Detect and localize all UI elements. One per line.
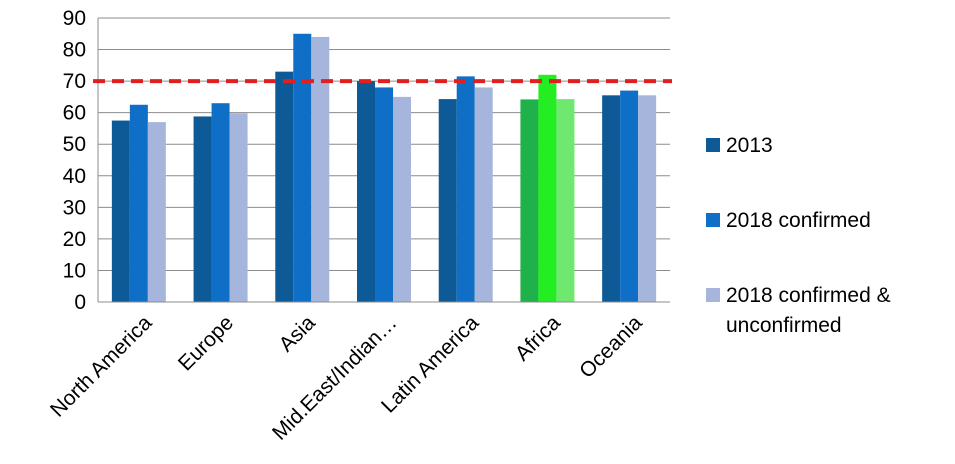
bar-asia-2018-confirmed [293,33,312,303]
y-tick-label: 10 [63,259,86,282]
legend-label: 2018 confirmed [726,209,871,232]
y-tick-label: 20 [63,228,86,251]
bar-asia-2018-confirmed-unconfirmed [311,36,330,302]
y-tick-label: 40 [63,165,86,188]
y-tick-labels: 0 10 20 30 40 50 60 70 80 90 [63,7,86,314]
bar-oceania-2013 [602,95,621,302]
bar-latin-america-2018-confirmed [456,76,475,302]
bar-mid-east-indian-2018-confirmed [375,87,393,302]
y-tick-label: 80 [63,39,86,62]
bar-europe-2013 [193,116,212,302]
axis-lines [97,18,670,303]
bar-oceania-2018-confirmed [620,90,639,302]
y-tick-label: 50 [63,133,86,156]
bar-europe-2018-confirmed [211,103,230,302]
bar-africa-2018-confirmed-unconfirmed [556,99,575,302]
legend-label: unconfirmed [726,314,842,337]
x-tick-label: Europe [174,311,238,375]
bar-mid-east-indian-2013 [357,81,375,302]
legend-swatch-2018-confirmed [706,213,720,227]
x-tick-label: North America [46,311,157,422]
bars-group [111,33,657,303]
bar-asia-2013 [275,71,294,303]
bar-mid-east-indian-2018-confirmed-unconfirmed [393,96,411,302]
legend-swatch-2018-confirmed-unconfirmed [706,288,720,302]
x-tick-label: Africa [511,311,565,365]
legend-label: 2018 confirmed & [726,284,891,307]
bar-africa-2013 [520,99,539,302]
legend-label: 2013 [726,134,773,157]
bar-africa-2018-confirmed [538,74,557,302]
bar-latin-america-2018-confirmed-unconfirmed [474,87,493,302]
y-tick-label: 30 [63,196,86,219]
x-tick-label: Asia [275,311,320,356]
y-tick-label: 70 [63,70,86,93]
legend-swatch-2013 [706,138,720,152]
x-tick-labels: North America Europe AsiaMid.East/Indian…L… [46,311,647,445]
y-tick-label: 0 [74,291,86,314]
bar-europe-2018-confirmed-unconfirmed [229,113,248,302]
bar-north-america-2018-confirmed-unconfirmed [147,122,166,302]
bar-latin-america-2013 [438,99,457,302]
x-tick-label: Oceania [575,311,647,383]
bar-north-america-2013 [111,120,130,302]
y-tick-label: 90 [63,7,86,30]
legend: 2013 2018 confirmed 2018 confirmed & unconf… [706,134,891,337]
y-tick-label: 60 [63,102,86,125]
bar-oceania-2018-confirmed-unconfirmed [638,95,657,302]
bar-north-america-2018-confirmed [129,104,148,303]
